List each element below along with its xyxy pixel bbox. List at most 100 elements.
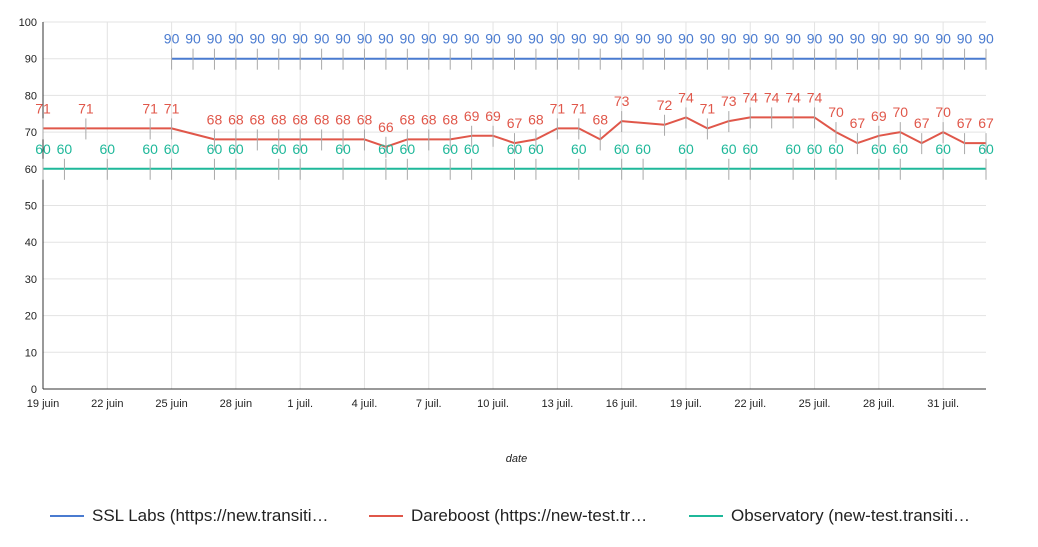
data-label: 90 bbox=[892, 31, 908, 47]
data-label: 60 bbox=[807, 141, 823, 157]
data-label: 60 bbox=[528, 141, 544, 157]
data-label: 60 bbox=[785, 141, 801, 157]
data-label: 90 bbox=[442, 31, 458, 47]
chart-legend: SSL Labs (https://new.transiti… Dareboos… bbox=[0, 498, 1038, 534]
data-label: 60 bbox=[978, 141, 994, 157]
data-label: 90 bbox=[421, 31, 437, 47]
data-label: 90 bbox=[657, 31, 673, 47]
data-label: 60 bbox=[571, 141, 587, 157]
legend-swatch-dareboost bbox=[369, 515, 403, 517]
data-label: 90 bbox=[721, 31, 737, 47]
data-label: 71 bbox=[700, 100, 716, 116]
data-label: 74 bbox=[678, 89, 694, 105]
data-label: 90 bbox=[978, 31, 994, 47]
legend-item-observatory[interactable]: Observatory (new-test.transiti… bbox=[689, 498, 970, 534]
x-tick-label: 31 juil. bbox=[927, 398, 959, 410]
data-label: 73 bbox=[614, 93, 630, 109]
data-label: 60 bbox=[228, 141, 244, 157]
x-tick-label: 28 juin bbox=[220, 398, 252, 410]
data-label: 60 bbox=[292, 141, 308, 157]
data-label: 90 bbox=[250, 31, 266, 47]
data-label: 60 bbox=[635, 141, 651, 157]
data-label: 67 bbox=[507, 115, 523, 131]
data-label: 90 bbox=[464, 31, 480, 47]
y-tick-label: 80 bbox=[25, 90, 37, 102]
y-tick-label: 90 bbox=[25, 54, 37, 66]
data-label: 68 bbox=[228, 111, 244, 127]
data-label: 60 bbox=[164, 141, 180, 157]
data-label: 68 bbox=[592, 111, 608, 127]
data-label: 60 bbox=[828, 141, 844, 157]
data-label: 69 bbox=[485, 108, 501, 124]
data-label: 69 bbox=[871, 108, 887, 124]
data-label: 90 bbox=[271, 31, 287, 47]
data-label: 69 bbox=[464, 108, 480, 124]
data-label: 71 bbox=[78, 100, 94, 116]
data-label: 60 bbox=[442, 141, 458, 157]
x-tick-label: 22 juil. bbox=[734, 398, 766, 410]
x-tick-label: 7 juil. bbox=[416, 398, 442, 410]
data-label: 90 bbox=[292, 31, 308, 47]
x-tick-label: 16 juil. bbox=[606, 398, 638, 410]
data-label: 90 bbox=[507, 31, 523, 47]
data-label: 60 bbox=[35, 141, 51, 157]
data-label: 68 bbox=[207, 111, 223, 127]
x-tick-label: 22 juin bbox=[91, 398, 123, 410]
x-tick-label: 1 juil. bbox=[287, 398, 313, 410]
y-tick-label: 40 bbox=[25, 237, 37, 249]
data-label: 71 bbox=[35, 100, 51, 116]
data-label: 90 bbox=[335, 31, 351, 47]
y-tick-label: 70 bbox=[25, 127, 37, 139]
x-tick-label: 19 juil. bbox=[670, 398, 702, 410]
data-label: 74 bbox=[807, 89, 823, 105]
data-label: 73 bbox=[721, 93, 737, 109]
x-axis-title: date bbox=[506, 453, 527, 465]
data-label: 70 bbox=[828, 104, 844, 120]
data-label: 90 bbox=[957, 31, 973, 47]
data-label: 90 bbox=[871, 31, 887, 47]
data-label: 68 bbox=[292, 111, 308, 127]
data-label: 90 bbox=[185, 31, 201, 47]
data-label: 60 bbox=[142, 141, 158, 157]
data-label: 90 bbox=[592, 31, 608, 47]
legend-label-ssl-labs: SSL Labs (https://new.transiti… bbox=[92, 506, 329, 525]
data-label: 90 bbox=[807, 31, 823, 47]
data-label: 68 bbox=[442, 111, 458, 127]
chart-plot: 0 10 20 30 40 50 60 70 80 90 100 19 juin 22 juin 25 j… bbox=[19, 17, 994, 465]
series-line-1 bbox=[43, 116, 986, 148]
x-tick-label: 13 juil. bbox=[541, 398, 573, 410]
legend-swatch-ssl-labs bbox=[50, 515, 84, 517]
data-label: 71 bbox=[142, 100, 158, 116]
data-label: 90 bbox=[485, 31, 501, 47]
data-label: 67 bbox=[957, 115, 973, 131]
data-label: 60 bbox=[57, 141, 73, 157]
legend-item-ssl-labs[interactable]: SSL Labs (https://new.transiti… bbox=[50, 498, 329, 534]
data-label: 68 bbox=[335, 111, 351, 127]
data-label: 70 bbox=[892, 104, 908, 120]
x-tick-label: 25 juin bbox=[155, 398, 187, 410]
data-label: 90 bbox=[828, 31, 844, 47]
data-label: 60 bbox=[464, 141, 480, 157]
data-label: 90 bbox=[700, 31, 716, 47]
data-label: 60 bbox=[335, 141, 351, 157]
data-label: 90 bbox=[314, 31, 330, 47]
y-tick-label: 100 bbox=[19, 17, 37, 29]
data-label: 60 bbox=[207, 141, 223, 157]
data-label: 71 bbox=[571, 100, 587, 116]
data-label: 60 bbox=[871, 141, 887, 157]
data-label: 90 bbox=[764, 31, 780, 47]
data-label: 90 bbox=[742, 31, 758, 47]
data-label: 71 bbox=[550, 100, 566, 116]
data-label: 67 bbox=[850, 115, 866, 131]
x-tick-label: 10 juil. bbox=[477, 398, 509, 410]
data-label: 90 bbox=[357, 31, 373, 47]
x-tick-label: 19 juin bbox=[27, 398, 59, 410]
data-label: 60 bbox=[400, 141, 416, 157]
data-label: 60 bbox=[271, 141, 287, 157]
data-label: 70 bbox=[935, 104, 951, 120]
data-label: 60 bbox=[614, 141, 630, 157]
legend-item-dareboost[interactable]: Dareboost (https://new-test.tr… bbox=[369, 498, 647, 534]
data-label: 60 bbox=[100, 141, 116, 157]
x-tick-label: 28 juil. bbox=[863, 398, 895, 410]
